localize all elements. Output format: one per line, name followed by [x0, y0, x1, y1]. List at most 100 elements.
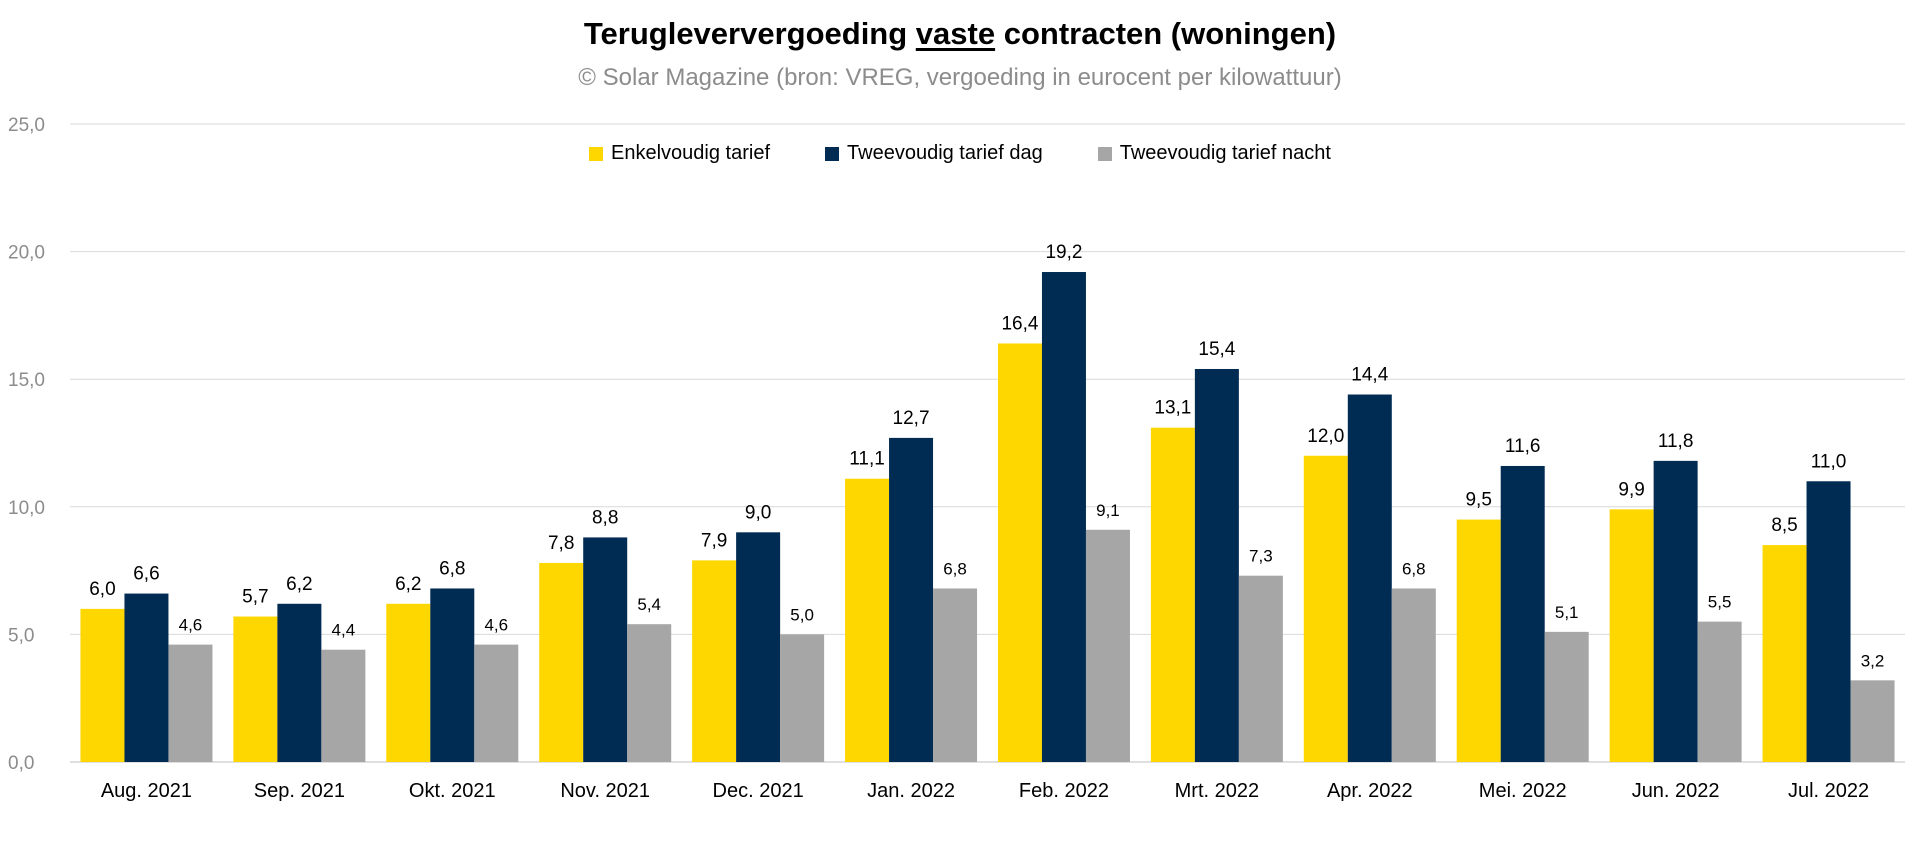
data-label: 4,4: [332, 621, 356, 640]
bar: [1500, 465, 1545, 762]
chart-legend: Enkelvoudig tarief Tweevoudig tarief dag…: [0, 142, 1920, 165]
bar: [1041, 272, 1086, 762]
data-label: 7,8: [548, 533, 574, 554]
data-label: 8,5: [1771, 515, 1797, 536]
bar: [780, 634, 825, 762]
data-label: 11,6: [1505, 436, 1541, 457]
legend-label-dag: Tweevoudig tarief dag: [847, 142, 1043, 164]
bar: [1303, 455, 1348, 762]
bar: [583, 537, 628, 762]
data-label: 19,2: [1045, 242, 1082, 263]
bar: [1697, 621, 1742, 762]
data-label: 5,5: [1708, 593, 1732, 612]
legend-swatch-enkelvoudig: [589, 146, 604, 161]
x-tick-label: Jul. 2022: [1788, 780, 1869, 802]
x-tick-label: Nov. 2021: [560, 780, 650, 802]
data-label: 5,0: [790, 605, 814, 624]
data-label: 6,6: [133, 564, 159, 585]
bar: [1609, 509, 1654, 762]
bar: [889, 437, 934, 762]
y-tick-label: 25,0: [8, 115, 45, 136]
bar: [80, 608, 125, 762]
data-label: 8,8: [592, 507, 618, 528]
data-label: 12,7: [893, 408, 930, 429]
x-tick-label: Sep. 2021: [254, 780, 345, 802]
x-tick-label: Feb. 2022: [1019, 780, 1109, 802]
data-label: 5,4: [637, 595, 661, 614]
data-label: 9,0: [745, 502, 771, 523]
chart-subtitle: © Solar Magazine (bron: VREG, vergoeding…: [578, 64, 1342, 91]
data-label: 16,4: [1001, 313, 1038, 334]
x-tick-label: Mrt. 2022: [1175, 780, 1259, 802]
data-label: 9,1: [1096, 501, 1120, 520]
bar: [997, 343, 1042, 762]
legend-swatch-nacht: [1097, 146, 1112, 161]
bar: [1347, 394, 1392, 762]
bar: [933, 588, 978, 762]
data-label: 6,8: [439, 558, 465, 579]
bar: [430, 588, 475, 762]
data-label: 11,1: [849, 449, 885, 470]
x-tick-label: Apr. 2022: [1327, 780, 1413, 802]
title-part-after: contracten (woningen): [995, 16, 1337, 51]
data-label: 11,0: [1811, 451, 1847, 472]
legend-item-nacht: Tweevoudig tarief nacht: [1097, 142, 1331, 165]
y-tick-label: 5,0: [8, 625, 34, 646]
data-label: 9,9: [1618, 479, 1644, 500]
x-tick-label: Mei. 2022: [1479, 780, 1567, 802]
title-part-underlined: vaste: [915, 16, 996, 51]
bar: [692, 560, 737, 762]
bar: [539, 562, 584, 762]
data-label: 7,3: [1249, 547, 1273, 566]
y-tick-label: 0,0: [8, 753, 34, 774]
data-label: 5,1: [1555, 603, 1579, 622]
data-label: 9,5: [1465, 490, 1491, 511]
x-tick-label: Jan. 2022: [867, 780, 955, 802]
data-label: 15,4: [1198, 339, 1235, 360]
bar: [233, 616, 278, 762]
legend-item-enkelvoudig: Enkelvoudig tarief: [589, 142, 770, 165]
bar: [1238, 575, 1283, 762]
bar: [1653, 460, 1698, 762]
data-label: 6,2: [395, 574, 421, 595]
title-part-before: Terugleververgoeding: [583, 16, 916, 51]
bar: [168, 644, 213, 762]
legend-label-nacht: Tweevoudig tarief nacht: [1119, 142, 1331, 164]
bar: [845, 478, 890, 762]
data-label: 3,2: [1861, 651, 1885, 670]
bar: [1150, 427, 1195, 762]
data-label: 5,7: [242, 587, 268, 608]
chart-title-text: Terugleververgoeding vaste contracten (w…: [584, 16, 1336, 51]
x-tick-label: Aug. 2021: [101, 780, 192, 802]
x-tick-label: Jun. 2022: [1632, 780, 1720, 802]
bar: [1544, 631, 1589, 762]
y-tick-label: 10,0: [8, 498, 45, 519]
bar: [1085, 529, 1130, 762]
legend-label-enkelvoudig: Enkelvoudig tarief: [611, 142, 771, 164]
data-label: 6,8: [1402, 559, 1426, 578]
bar: [1391, 588, 1436, 762]
data-label: 6,0: [89, 579, 115, 600]
bar: [1456, 519, 1501, 762]
bar: [1850, 680, 1895, 762]
bar: [627, 624, 672, 762]
bar: [1762, 545, 1807, 762]
data-label: 6,8: [943, 559, 967, 578]
bar: [124, 593, 169, 762]
legend-swatch-dag: [825, 146, 840, 161]
x-tick-label: Okt. 2021: [409, 780, 496, 802]
bar: [1194, 368, 1239, 762]
bar: [736, 532, 781, 762]
bar: [474, 644, 519, 762]
bar: [321, 649, 366, 762]
data-label: 13,1: [1154, 398, 1191, 419]
y-tick-label: 20,0: [8, 243, 45, 264]
data-label: 4,6: [484, 616, 508, 635]
data-label: 6,2: [286, 574, 312, 595]
y-tick-label: 15,0: [8, 370, 45, 391]
data-label: 4,6: [179, 616, 203, 635]
chart-title: Terugleververgoeding vaste contracten (w…: [0, 16, 1920, 52]
bar: [1806, 481, 1851, 762]
bar: [277, 603, 322, 762]
